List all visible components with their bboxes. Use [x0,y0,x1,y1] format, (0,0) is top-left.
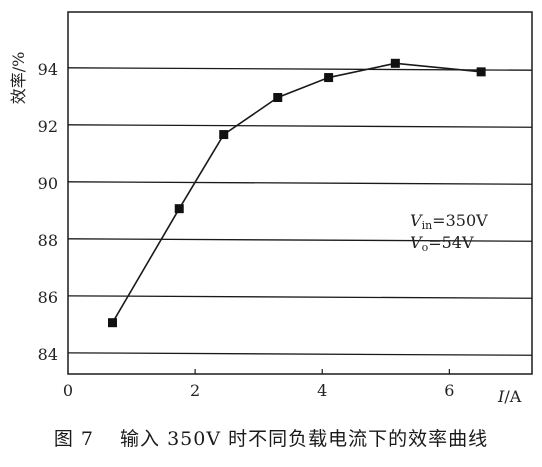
grid-layer [67,67,533,356]
x-tick-label-6: 6 [444,381,454,400]
x-tick-label-2: 2 [190,381,200,400]
y-tick-label-92: 92 [38,117,58,136]
figure-number: 图 7 [53,428,95,450]
data-point-3 [219,130,229,140]
annotation-vin-sub: in [422,219,433,232]
annotation-vin-value: =350V [432,211,488,230]
annotation-vo-sub: o [422,241,429,254]
y-axis-label: 效率/% [9,52,28,105]
x-axis-variable: I [497,387,505,406]
gridline-86 [67,295,533,299]
x-axis-label: I/A [497,387,522,406]
data-point-4 [273,93,283,103]
annotation-vo-value: =54V [428,233,474,252]
data-point-7 [476,67,486,77]
gridline-92 [67,124,533,128]
efficiency-chart: 84 86 88 90 92 94 0 2 4 6 效率/% I/A Vin=350V Vo=54… [9,11,533,406]
caption-text: 输入 350V 时不同负载电流下的效率曲线 [120,428,489,450]
plot-frame [67,11,533,375]
data-point-6 [390,58,400,68]
figure-caption: 图 7 输入 350V 时不同负载电流下的效率曲线 [0,424,542,451]
series-line-0 [111,62,482,324]
y-tick-label-94: 94 [38,60,58,79]
annotation-vo: Vo=54V [410,233,474,254]
y-tick-label-88: 88 [38,231,58,250]
x-tick-label-0: 0 [63,381,73,400]
y-tick-label-90: 90 [38,174,58,193]
data-point-2 [174,204,184,214]
data-point-5 [324,73,334,83]
tick-layer: 84 86 88 90 92 94 0 2 4 6 [38,60,455,400]
annotation-vo-var: V [410,233,423,252]
gridline-90 [67,181,533,185]
series-layer [107,58,486,328]
x-axis-unit: /A [504,387,521,406]
data-point-1 [107,318,117,328]
gridline-88 [67,238,533,242]
x-tick-label-4: 4 [317,381,327,400]
y-tick-label-86: 86 [38,288,58,307]
y-tick-label-84: 84 [38,345,58,364]
gridline-84 [67,352,533,356]
annotation-vin: Vin=350V [410,211,488,232]
annotation-vin-var: V [410,211,423,230]
